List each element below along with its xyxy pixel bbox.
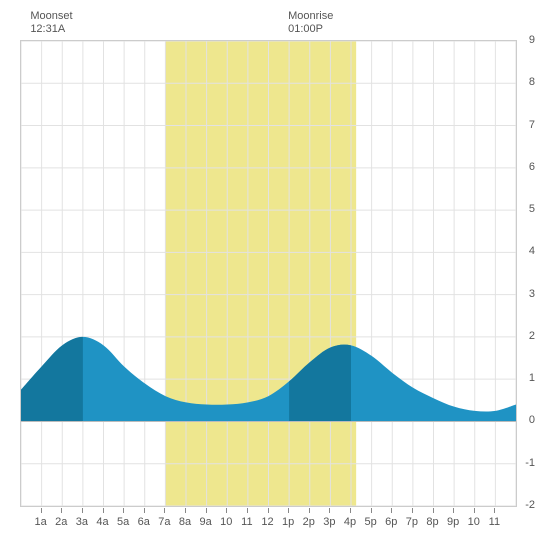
x-tick: 7a (158, 516, 170, 528)
y-tick: -1 (525, 457, 535, 469)
x-tick: 2p (303, 516, 315, 528)
y-tick: 9 (529, 34, 535, 46)
x-tick: 7p (406, 516, 418, 528)
x-tick: 9p (447, 516, 459, 528)
tide-chart: Moonset 12:31A Moonrise 01:00P -2-101234… (10, 10, 540, 540)
x-tick: 4a (96, 516, 108, 528)
moonrise-title: Moonrise (288, 10, 333, 22)
header-labels: Moonset 12:31A Moonrise 01:00P (10, 10, 540, 38)
y-tick: 1 (529, 372, 535, 384)
moonrise-time: 01:00P (288, 23, 323, 35)
x-tick: 1p (282, 516, 294, 528)
plot-svg (21, 41, 516, 506)
x-tick: 8p (426, 516, 438, 528)
x-axis: 1a 2a 3a 4a 5a 6a 7a 8a 9a 10 11 12 1p 2p 3p 4p 5p 6p 7p 8p… (20, 510, 515, 530)
y-tick: 6 (529, 161, 535, 173)
x-tick: 5p (365, 516, 377, 528)
x-tick: 11 (241, 516, 252, 528)
y-axis: -2-10123456789 (515, 40, 535, 505)
x-tick: 10 (220, 516, 232, 528)
x-tick: 6a (138, 516, 150, 528)
y-tick: 4 (529, 245, 535, 257)
y-tick: 3 (529, 288, 535, 300)
x-tick: 1a (35, 516, 47, 528)
moonset-label: Moonset 12:31A (30, 10, 72, 36)
x-tick: 5a (117, 516, 129, 528)
y-tick: -2 (525, 499, 535, 511)
x-tick: 2a (55, 516, 67, 528)
y-tick: 5 (529, 203, 535, 215)
moonset-time: 12:31A (30, 23, 65, 35)
x-tick: 11 (489, 516, 500, 528)
x-tick: 12 (261, 516, 273, 528)
moonset-title: Moonset (30, 10, 72, 22)
x-tick: 10 (468, 516, 480, 528)
y-tick: 2 (529, 330, 535, 342)
x-tick: 3p (323, 516, 335, 528)
x-tick: 9a (200, 516, 212, 528)
x-tick: 6p (385, 516, 397, 528)
x-tick: 3a (76, 516, 88, 528)
y-tick: 0 (529, 414, 535, 426)
y-tick: 7 (529, 119, 535, 131)
plot-area (20, 40, 517, 507)
moonrise-label: Moonrise 01:00P (288, 10, 333, 36)
x-tick: 4p (344, 516, 356, 528)
y-tick: 8 (529, 76, 535, 88)
x-tick: 8a (179, 516, 191, 528)
